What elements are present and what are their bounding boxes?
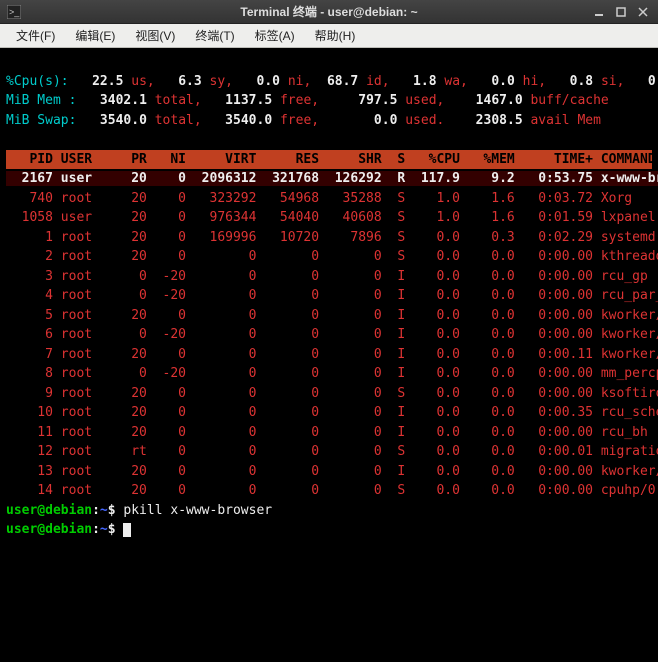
menu-item-3[interactable]: 终端(T) — [185, 23, 244, 48]
command-input[interactable]: pkill x-www-browser — [123, 503, 272, 518]
menubar: 文件(F)编辑(E)视图(V)终端(T)标签(A)帮助(H) — [0, 24, 658, 48]
terminal-icon: >_ — [6, 4, 22, 20]
window-titlebar: >_ Terminal 终端 - user@debian: ~ — [0, 0, 658, 24]
process-row: 14 root 20 0 0 0 0 S 0.0 0.0 0:00.00 cpu… — [6, 483, 658, 498]
process-row: 7 root 20 0 0 0 0 I 0.0 0.0 0:00.11 kwor… — [6, 347, 658, 362]
window-controls — [590, 4, 658, 20]
menu-item-0[interactable]: 文件(F) — [6, 23, 65, 48]
minimize-button[interactable] — [590, 4, 608, 20]
svg-text:>_: >_ — [9, 7, 20, 17]
shell-prompt: user@debian:~$ pkill x-www-browser — [6, 503, 272, 518]
process-row: 4 root 0 -20 0 0 0 I 0.0 0.0 0:00.00 rcu… — [6, 288, 658, 303]
process-row: 1058 user 20 0 976344 54040 40608 S 1.0 … — [6, 210, 658, 225]
process-row: 3 root 0 -20 0 0 0 I 0.0 0.0 0:00.00 rcu… — [6, 269, 658, 284]
process-row: 6 root 0 -20 0 0 0 I 0.0 0.0 0:00.00 kwo… — [6, 327, 658, 342]
process-row: 12 root rt 0 0 0 0 S 0.0 0.0 0:00.01 mig… — [6, 444, 658, 459]
process-row: 11 root 20 0 0 0 0 I 0.0 0.0 0:00.00 rcu… — [6, 425, 658, 440]
process-row: 2167 user 20 0 2096312 321768 126292 R 1… — [6, 171, 658, 186]
menu-item-2[interactable]: 视图(V) — [125, 23, 185, 48]
terminal-output[interactable]: %Cpu(s): 22.5 us, 6.3 sy, 0.0 ni, 68.7 i… — [0, 48, 658, 662]
process-row: 10 root 20 0 0 0 0 I 0.0 0.0 0:00.35 rcu… — [6, 405, 658, 420]
process-table-header: PID USER PR NI VIRT RES SHR S %CPU %MEM … — [6, 150, 652, 170]
process-row: 13 root 20 0 0 0 0 I 0.0 0.0 0:00.00 kwo… — [6, 464, 658, 479]
text-cursor — [123, 523, 131, 537]
process-row: 9 root 20 0 0 0 0 S 0.0 0.0 0:00.00 ksof… — [6, 386, 658, 401]
process-row: 740 root 20 0 323292 54968 35288 S 1.0 1… — [6, 191, 658, 206]
menu-item-1[interactable]: 编辑(E) — [65, 23, 125, 48]
window-title: Terminal 终端 - user@debian: ~ — [0, 3, 658, 20]
menu-item-5[interactable]: 帮助(H) — [305, 23, 366, 48]
menu-item-4[interactable]: 标签(A) — [245, 23, 305, 48]
process-row: 1 root 20 0 169996 10720 7896 S 0.0 0.3 … — [6, 230, 658, 245]
maximize-button[interactable] — [612, 4, 630, 20]
shell-prompt: user@debian:~$ — [6, 522, 131, 537]
process-row: 2 root 20 0 0 0 0 S 0.0 0.0 0:00.00 kthr… — [6, 249, 658, 264]
close-button[interactable] — [634, 4, 652, 20]
process-row: 8 root 0 -20 0 0 0 I 0.0 0.0 0:00.00 mm_… — [6, 366, 658, 381]
process-row: 5 root 20 0 0 0 0 I 0.0 0.0 0:00.00 kwor… — [6, 308, 658, 323]
